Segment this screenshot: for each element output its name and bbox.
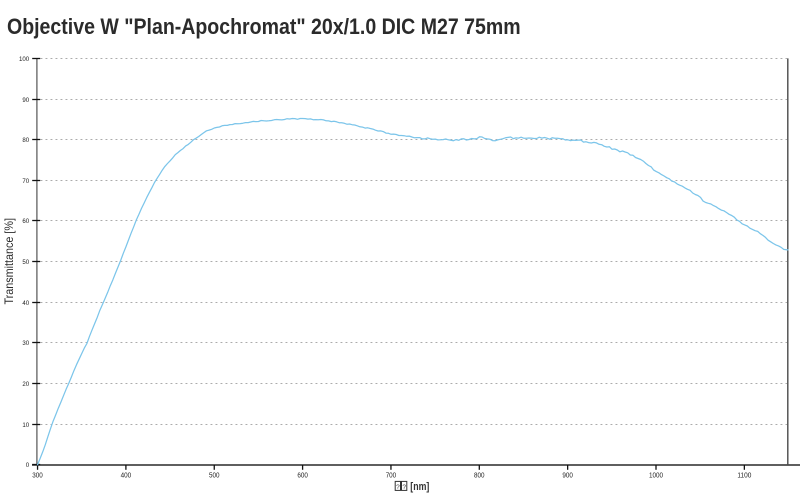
svg-text:700: 700 xyxy=(386,471,397,480)
svg-text:400: 400 xyxy=(121,471,132,480)
svg-text:0: 0 xyxy=(26,462,30,469)
svg-text:30: 30 xyxy=(22,340,29,347)
svg-text:1100: 1100 xyxy=(737,471,751,480)
svg-text:50: 50 xyxy=(22,259,29,266)
svg-text:20: 20 xyxy=(22,381,29,388)
svg-text:800: 800 xyxy=(474,471,485,480)
svg-text:90: 90 xyxy=(22,97,29,104)
svg-text:1000: 1000 xyxy=(649,471,663,480)
svg-text:40: 40 xyxy=(22,300,29,307)
svg-text:500: 500 xyxy=(209,471,220,480)
svg-text:100: 100 xyxy=(19,56,29,63)
svg-text:300: 300 xyxy=(32,471,43,480)
svg-text:70: 70 xyxy=(22,178,29,185)
svg-text:Transmittance [%]: Transmittance [%] xyxy=(2,218,16,305)
svg-text:600: 600 xyxy=(297,471,308,480)
svg-text:900: 900 xyxy=(562,471,573,480)
svg-text:?: ? xyxy=(402,484,406,491)
svg-text:?: ? xyxy=(396,484,400,491)
svg-text:60: 60 xyxy=(22,218,29,225)
svg-text:10: 10 xyxy=(22,422,29,429)
svg-text:80: 80 xyxy=(22,137,29,144)
svg-text:[nm]: [nm] xyxy=(410,481,429,493)
